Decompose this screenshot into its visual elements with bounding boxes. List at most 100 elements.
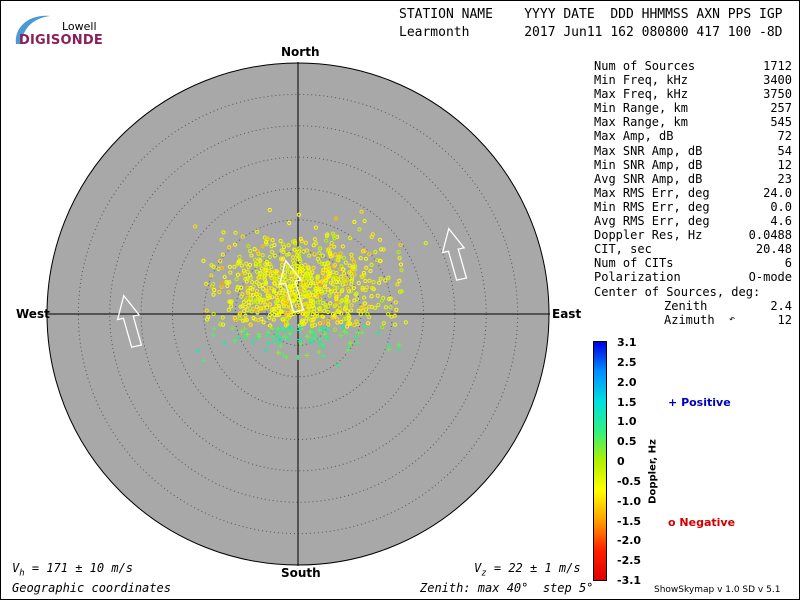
stat-label: Min SNR Amp, dB xyxy=(594,157,703,172)
source-point-negative xyxy=(287,283,292,289)
logo: Lowell DIGISONDE xyxy=(10,10,103,50)
source-point-negative xyxy=(360,285,365,290)
source-point-negative xyxy=(238,285,244,290)
source-point-negative xyxy=(272,312,277,318)
source-point-negative xyxy=(193,224,198,229)
source-point-negative xyxy=(349,282,354,287)
source-point-negative xyxy=(253,263,258,268)
stat-label: Polarization xyxy=(594,270,681,285)
source-point-negative xyxy=(318,246,323,251)
source-point-negative xyxy=(345,308,350,314)
source-point-positive xyxy=(297,324,303,330)
source-point-negative xyxy=(305,301,310,306)
zenith-label: Zenith xyxy=(664,298,708,313)
source-point-negative xyxy=(323,302,328,307)
source-point-negative xyxy=(369,294,374,299)
source-point-negative xyxy=(362,301,368,306)
source-point-negative xyxy=(334,270,339,276)
velocity-arrow xyxy=(441,227,468,281)
source-point-negative xyxy=(297,306,303,311)
stat-row: Avg RMS Err, deg 4.6 xyxy=(594,214,792,228)
source-point-negative xyxy=(397,278,402,283)
source-point-negative xyxy=(365,321,371,326)
source-point-negative xyxy=(344,324,350,329)
vh-readout: Vh = 171 ± 10 m/s xyxy=(12,561,134,579)
source-point-negative xyxy=(222,274,227,280)
source-point-negative xyxy=(315,274,321,279)
source-point-negative xyxy=(242,318,247,323)
source-point-positive xyxy=(355,330,361,336)
source-point-negative xyxy=(323,278,328,283)
source-point-negative xyxy=(245,289,250,294)
doppler-colorbar xyxy=(593,341,607,581)
source-point-negative xyxy=(263,266,268,271)
source-point-negative xyxy=(383,278,388,283)
source-point-negative xyxy=(291,283,296,288)
source-point-negative xyxy=(229,299,234,304)
source-point-positive xyxy=(317,336,323,342)
source-point-negative xyxy=(330,231,336,236)
source-point-negative xyxy=(344,301,349,306)
source-point-positive xyxy=(278,343,284,349)
source-point-negative xyxy=(267,293,273,298)
label-east: East xyxy=(552,307,582,321)
doppler-axis-label-wrap: Doppler, Hz xyxy=(643,439,663,504)
source-point-negative xyxy=(250,287,255,292)
source-point-negative xyxy=(272,281,277,286)
source-point-positive xyxy=(211,332,217,338)
source-point-negative xyxy=(270,249,275,255)
colorbar-tick-label: 0.5 xyxy=(617,435,637,449)
velocity-arrow xyxy=(116,294,143,348)
source-point-negative xyxy=(334,279,339,285)
source-point-negative xyxy=(380,325,385,330)
source-point-positive xyxy=(276,340,282,346)
source-point-negative xyxy=(335,309,340,315)
source-point-negative xyxy=(259,266,264,271)
source-point-negative xyxy=(290,270,295,275)
source-point-negative xyxy=(272,242,277,248)
azimuth-value: 12 xyxy=(777,312,792,327)
source-point-negative xyxy=(298,236,303,241)
source-point-positive xyxy=(304,333,310,339)
source-point-negative xyxy=(290,258,296,264)
source-point-negative xyxy=(309,276,314,281)
source-point-negative xyxy=(280,256,286,261)
source-point-negative xyxy=(236,259,241,264)
source-point-negative xyxy=(323,283,328,288)
source-point-positive xyxy=(325,335,331,341)
positive-label: Positive xyxy=(681,396,731,409)
source-point-negative xyxy=(373,249,378,255)
source-point-negative xyxy=(280,299,285,304)
source-point-negative xyxy=(306,290,311,295)
doppler-axis-label: Doppler, Hz xyxy=(647,439,659,504)
source-point-negative xyxy=(212,287,217,293)
source-point-negative xyxy=(351,285,357,291)
source-point-negative xyxy=(259,306,264,311)
source-point-negative xyxy=(367,304,372,309)
source-point-negative xyxy=(256,274,262,280)
source-point-negative xyxy=(349,252,354,257)
source-point-negative xyxy=(238,304,243,309)
source-point-negative xyxy=(204,308,209,313)
source-point-negative xyxy=(274,269,279,274)
source-point-negative xyxy=(287,220,292,226)
source-point-negative xyxy=(328,301,333,306)
source-point-negative xyxy=(281,304,286,309)
source-point-negative xyxy=(312,252,317,257)
source-point-negative xyxy=(249,253,254,258)
source-point-negative xyxy=(300,274,305,279)
source-point-negative xyxy=(277,271,282,276)
source-point-negative xyxy=(228,270,233,275)
source-point-positive xyxy=(229,325,235,331)
source-point-negative xyxy=(312,237,318,242)
source-point-negative xyxy=(371,280,376,285)
source-point-positive xyxy=(335,362,341,368)
source-point-negative xyxy=(267,255,272,260)
source-point-negative xyxy=(337,306,343,311)
stat-value: 0.0488 xyxy=(748,228,792,243)
source-point-negative xyxy=(280,242,285,247)
source-point-negative xyxy=(263,281,268,286)
colorbar-tick-label: 3.1 xyxy=(617,336,637,349)
source-point-negative xyxy=(267,302,272,307)
source-point-negative xyxy=(364,265,369,270)
